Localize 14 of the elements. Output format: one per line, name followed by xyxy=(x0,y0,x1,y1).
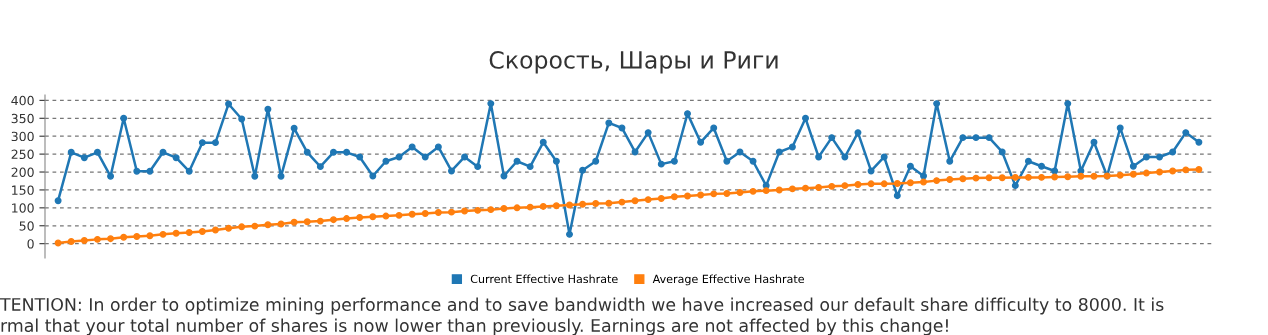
y-tick-label: 150 xyxy=(12,185,34,195)
legend-label: Average Effective Hashrate xyxy=(652,274,804,286)
chart-title: Скорость, Шары и Риги xyxy=(489,50,778,74)
y-tick-label: 250 xyxy=(11,149,34,160)
legend-label: Current Effective Hashrate xyxy=(470,274,618,284)
y-tick-label: 100 xyxy=(12,203,34,213)
text: TENTION: In order to optimize mining performance and to save bandwidth we have increased our default share difficulty to 8000. It is xyxy=(0,297,1164,315)
text: rmal that your total number of shares is now lower than previously. Earnings are not affected by this change! xyxy=(1,318,948,335)
y-tick-label: 0 xyxy=(27,239,34,249)
y-tick-label: 50 xyxy=(19,221,34,231)
y-tick-label: 300 xyxy=(11,131,34,142)
y-tick-label: 400 xyxy=(11,95,34,106)
y-tick-label: 200 xyxy=(11,167,34,177)
y-tick-label: 350 xyxy=(11,113,34,124)
